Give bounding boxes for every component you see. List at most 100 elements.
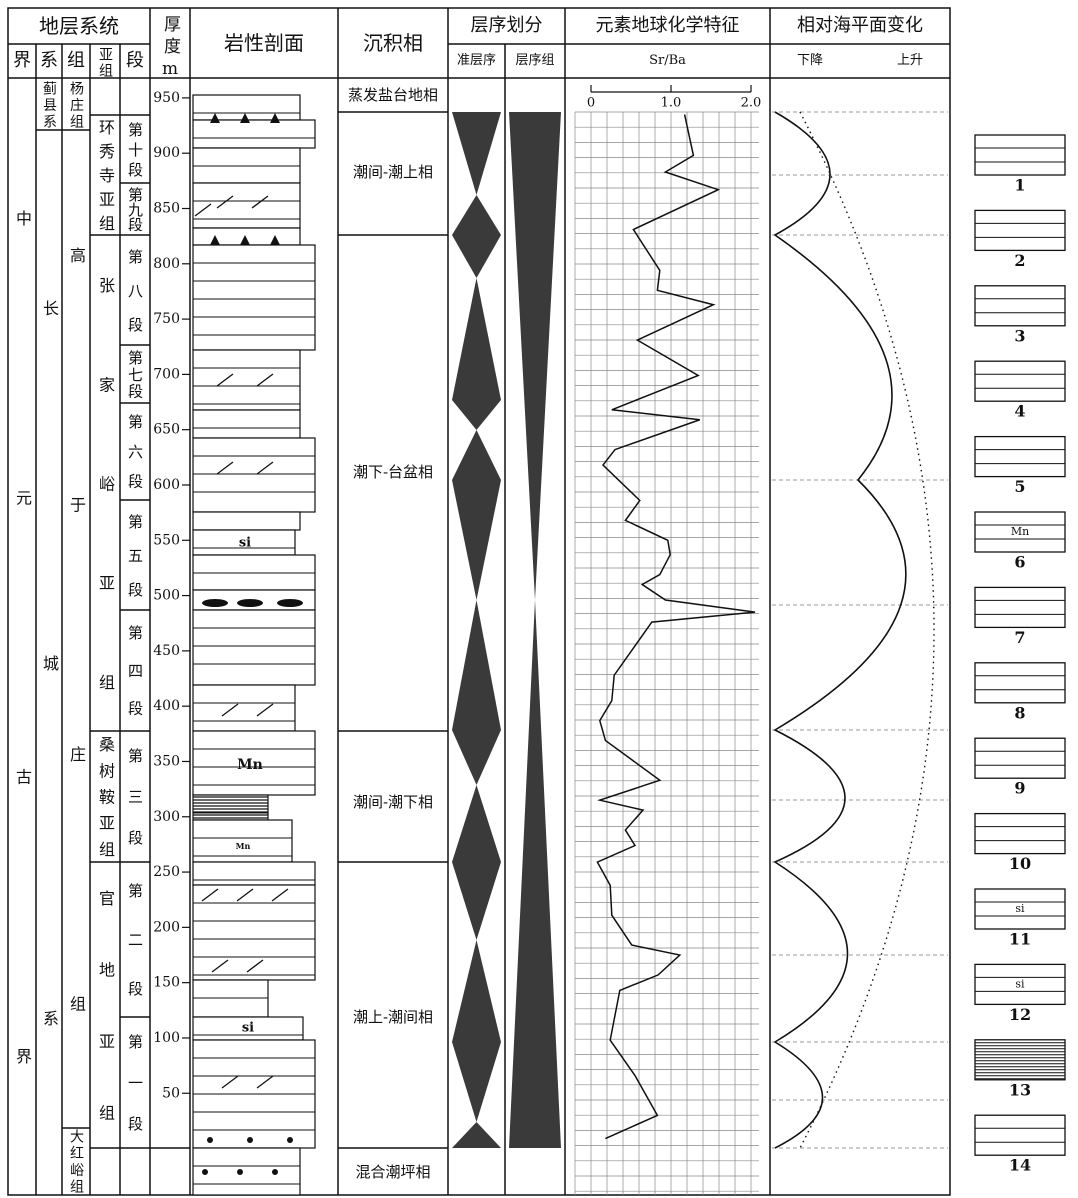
legend-swatch [974, 435, 1066, 478]
header: 相对海平面变化 [797, 15, 923, 36]
triangle [270, 113, 280, 123]
legend-swatch [974, 209, 1066, 252]
rock-bed [192, 684, 296, 732]
sr-ba-curve [596, 114, 756, 1140]
subformation: 张家峪亚组 [96, 276, 115, 731]
y-tick-label: 450 [153, 643, 180, 659]
header: 亚组 [97, 47, 113, 78]
triangle [240, 113, 250, 123]
member: 第一段 [126, 1034, 144, 1144]
y-tick-label: 350 [153, 753, 180, 769]
header: 沉积相 [363, 31, 423, 55]
nodule [202, 599, 228, 607]
legend-swatch [974, 812, 1066, 855]
legend-swatch [974, 888, 1066, 930]
legend-swatch [974, 1114, 1066, 1156]
slash [256, 1075, 274, 1089]
y-tick-label: 300 [153, 809, 180, 825]
y-tick-label: 750 [153, 311, 180, 327]
legend-swatch [974, 511, 1066, 553]
rock-bed [192, 182, 301, 229]
slash [211, 959, 229, 973]
y-tick-label: 600 [153, 477, 180, 493]
system: 长城系 [40, 299, 59, 1196]
legend-swatch [974, 134, 1066, 176]
legend-number: 7 [1014, 628, 1025, 647]
system: 蓟县系 [41, 81, 57, 130]
x-axis-label: Sr/Ba [649, 53, 686, 68]
slash [236, 888, 254, 902]
formation: 大红峪组 [68, 1129, 84, 1195]
legend-number: 14 [1009, 1156, 1031, 1175]
legend-number: 6 [1014, 553, 1025, 572]
y-tick-label: 800 [153, 256, 180, 272]
legend-number: 3 [1014, 326, 1025, 345]
slash [216, 461, 234, 475]
rock-bed [192, 884, 316, 981]
legend-number: 13 [1009, 1080, 1031, 1099]
formation: 杨庄组 [68, 81, 84, 130]
facies-label: 潮间-潮下相 [352, 793, 434, 811]
dot [237, 1169, 243, 1175]
facies-label: 潮上-潮间相 [352, 1008, 434, 1026]
slash [221, 703, 239, 717]
legend-swatch [974, 737, 1066, 779]
slash [271, 888, 289, 902]
facies-label: 蒸发盐台地相 [347, 86, 438, 104]
rock-bed [192, 409, 301, 439]
header: 准层序 [456, 53, 496, 68]
rock-bed [192, 511, 301, 531]
facies-label: 潮间-潮上相 [352, 163, 434, 181]
legend-number: 11 [1009, 930, 1031, 949]
legend-swatch [974, 360, 1066, 402]
member: 第四段 [126, 625, 144, 727]
header: 界 [13, 50, 31, 71]
legend-number: 10 [1009, 854, 1031, 873]
header: 层序组 [515, 53, 555, 68]
legend-swatch [974, 662, 1066, 704]
x-tick-label: 0 [587, 96, 595, 111]
legend-number: 8 [1014, 703, 1025, 722]
legend-number: 4 [1014, 402, 1025, 421]
member: 第七段 [126, 349, 144, 399]
triangle [210, 235, 220, 245]
header: 下降 [796, 53, 823, 68]
member: 第八段 [126, 248, 144, 342]
x-tick-label: 2.0 [741, 96, 762, 111]
legend-swatch [974, 963, 1066, 1006]
header: 地层系统 [39, 14, 119, 38]
slash [256, 373, 274, 387]
slash [221, 1075, 239, 1089]
y-tick-label: 50 [162, 1085, 180, 1101]
y-tick-label: 650 [153, 422, 180, 438]
header: 厚度m [160, 14, 180, 79]
sequence-shapes [452, 112, 561, 1148]
nodule [277, 599, 303, 607]
header: 上升 [896, 53, 923, 68]
y-tick-label: 100 [153, 1030, 180, 1046]
y-tick-label: 500 [153, 588, 180, 604]
rock-bed [192, 794, 269, 821]
member: 第二段 [126, 883, 144, 1013]
lithology-label: si [239, 536, 251, 551]
subformation: 环秀寺亚组 [96, 119, 115, 235]
triangle [240, 235, 250, 245]
legend-number: 2 [1014, 251, 1025, 270]
header: 组 [67, 50, 85, 71]
slash [246, 959, 264, 973]
legend-text: Mn [1011, 525, 1029, 538]
y-tick-label: 400 [153, 698, 180, 714]
subformation: 桑树鞍亚组 [96, 736, 115, 862]
sea-level-curve [773, 111, 907, 1149]
legend-number: 9 [1014, 779, 1025, 798]
sr-ba-grid [574, 111, 759, 1195]
slash [201, 888, 219, 902]
lithology-label: Mn [236, 841, 251, 851]
nodule [237, 599, 263, 607]
y-tick-label: 850 [153, 201, 180, 217]
header: 层序划分 [470, 15, 543, 36]
erathem: 中元古界 [13, 209, 32, 1195]
subformation: 官地亚组 [96, 889, 115, 1148]
facies-label: 混合潮坪相 [355, 1163, 431, 1181]
